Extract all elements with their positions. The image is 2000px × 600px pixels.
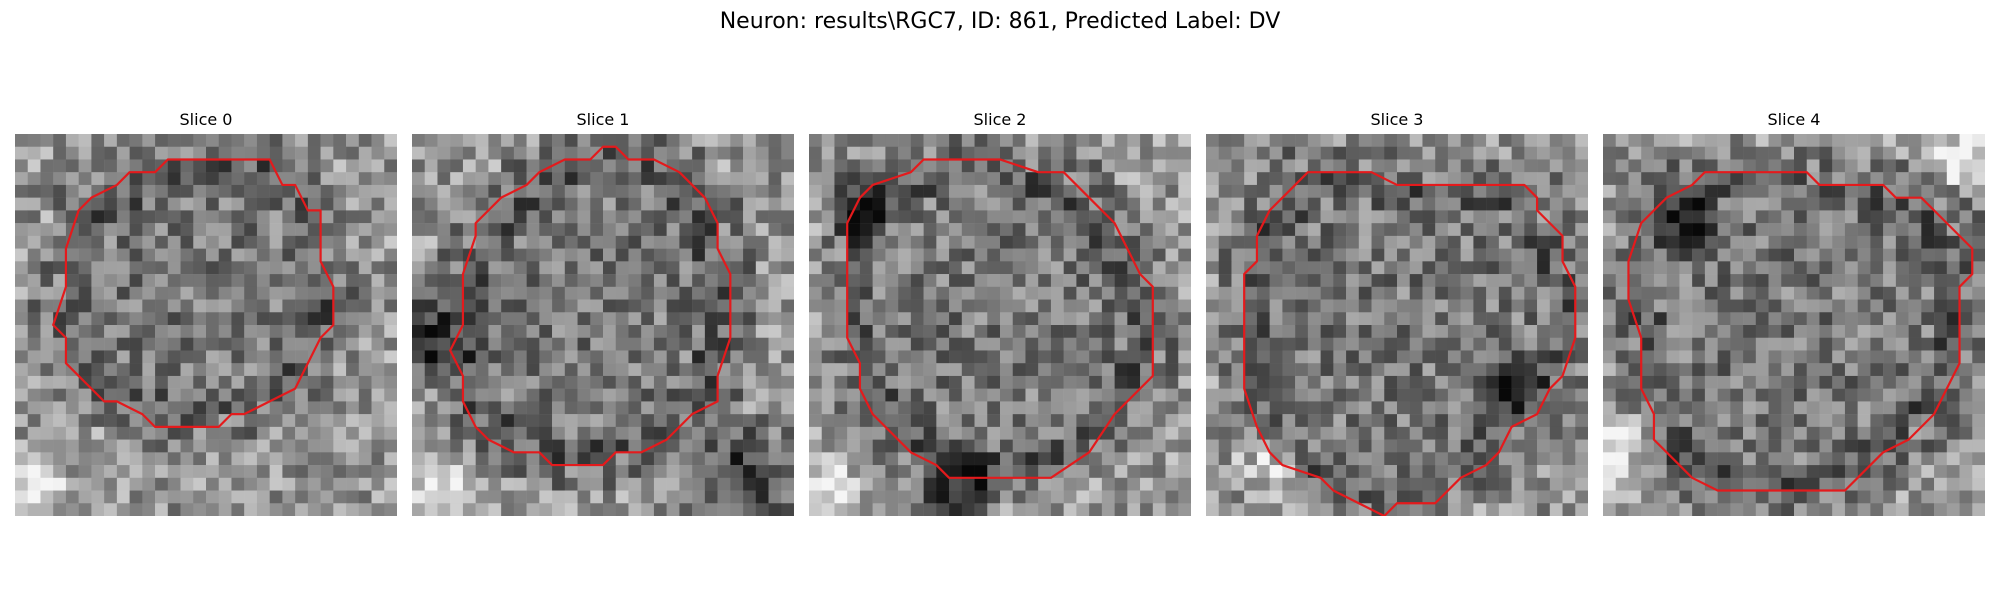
slice-image — [15, 134, 397, 516]
slice-title: Slice 1 — [576, 110, 630, 129]
segmentation-contour — [1244, 172, 1575, 516]
pixel-grid — [809, 134, 1191, 516]
slice-title: Slice 0 — [179, 110, 233, 129]
segmentation-contour — [450, 147, 730, 465]
slice-image — [1206, 134, 1588, 516]
segmentation-contour — [1628, 172, 1972, 490]
slice-image — [1603, 134, 1985, 516]
pixel-grid — [15, 134, 397, 516]
segmentation-contour — [53, 159, 333, 426]
slice-title: Slice 3 — [1370, 110, 1424, 129]
pixel-grid — [1206, 134, 1588, 516]
slice-image — [412, 134, 794, 516]
slice-title: Slice 4 — [1767, 110, 1821, 129]
slice-image — [809, 134, 1191, 516]
slice-title: Slice 2 — [973, 110, 1027, 129]
segmentation-contour — [847, 159, 1153, 477]
pixel-grid — [412, 134, 794, 516]
figure-title: Neuron: results\RGC7, ID: 861, Predicted… — [719, 9, 1281, 34]
pixel-grid — [1603, 134, 1985, 516]
